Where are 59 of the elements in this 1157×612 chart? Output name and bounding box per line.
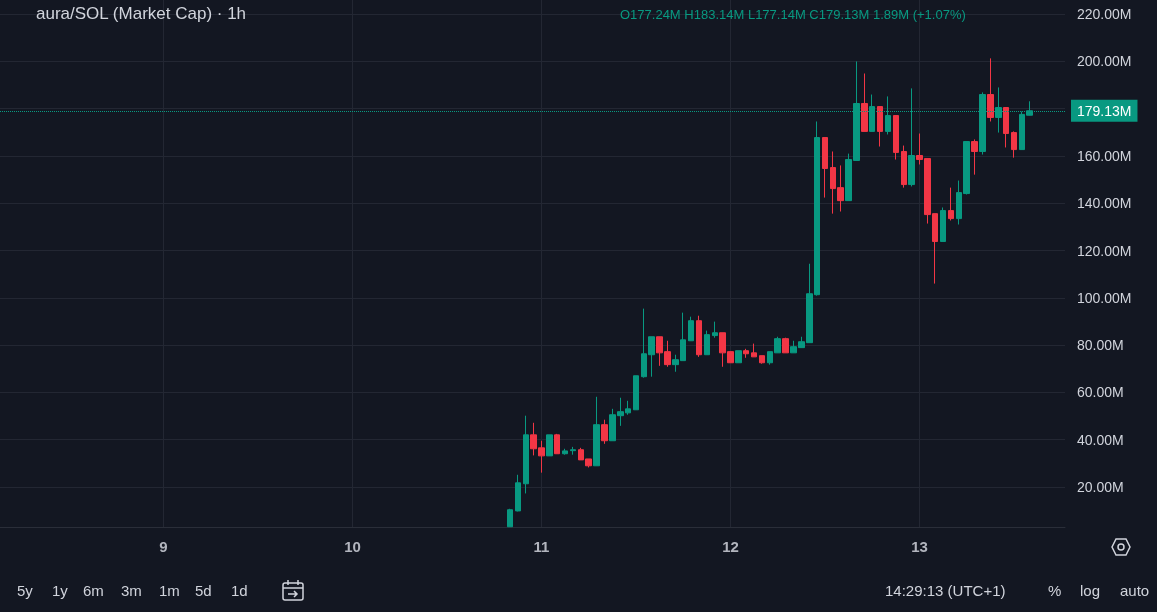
candlestick <box>507 508 513 528</box>
candlestick <box>546 434 553 457</box>
text: 1d <box>231 582 248 599</box>
candlestick <box>523 415 529 494</box>
candlestick <box>987 57 994 122</box>
ref-line-label: 179.13M <box>1077 102 1132 119</box>
candlestick <box>743 348 749 359</box>
candlestick <box>1011 130 1017 159</box>
x-tick-label: 9 <box>159 538 168 555</box>
y-tick-label: 40.00M <box>1077 431 1124 448</box>
text: 1y <box>52 582 68 599</box>
candlestick <box>940 206 946 243</box>
x-tick-label: 13 <box>911 538 928 555</box>
x-tick-label: 12 <box>722 538 739 555</box>
y-tick-label: 120.00M <box>1077 242 1132 259</box>
text: 14:29:13 (UTC+1) <box>885 582 1006 599</box>
text: 3m <box>121 582 142 599</box>
candlestick <box>893 115 899 161</box>
candlestick <box>696 315 702 358</box>
candlestick <box>704 330 710 356</box>
candlestick <box>570 446 576 456</box>
candlestick <box>601 419 608 445</box>
candlestick <box>901 145 907 189</box>
chart-title: aura/SOL (Market Cap) · 1h <box>36 4 247 24</box>
y-tick-label: 20.00M <box>1077 478 1124 495</box>
y-tick-label: 140.00M <box>1077 195 1132 212</box>
y-tick-label: 220.00M <box>1077 6 1132 23</box>
candlestick <box>948 187 954 221</box>
candlestick <box>1003 107 1009 148</box>
x-tick-label: 11 <box>533 538 550 555</box>
y-tick-label: 200.00M <box>1077 53 1132 70</box>
text: 5d <box>195 582 212 599</box>
candlestick <box>554 433 560 455</box>
candlestick <box>735 350 742 364</box>
candlestick <box>688 316 694 342</box>
candlestick <box>751 343 757 358</box>
candlestick <box>593 396 600 467</box>
y-tick-label: 160.00M <box>1077 147 1132 164</box>
y-tick-label: 100.00M <box>1077 289 1132 306</box>
candlestick <box>782 337 789 354</box>
candlestick <box>877 106 883 148</box>
text: 5y <box>17 582 33 599</box>
y-tick-label: 80.00M <box>1077 337 1124 354</box>
text: log <box>1080 582 1101 599</box>
candlestick <box>822 137 828 199</box>
text: 6m <box>83 582 104 599</box>
candlestick <box>759 355 765 365</box>
candlestick <box>515 474 521 512</box>
y-tick-label: 60.00M <box>1077 384 1124 401</box>
x-tick-label: 10 <box>344 538 361 555</box>
text: O177.24M H183.14M L177.14M C179.13M 1.89M (+1.07%) <box>620 7 966 22</box>
candlestick <box>971 138 978 176</box>
candlestick <box>861 73 868 132</box>
text: auto <box>1120 582 1150 599</box>
candlestick <box>633 375 639 411</box>
text: 1m <box>159 582 180 599</box>
candlestick <box>712 321 718 339</box>
candlestick <box>562 448 568 456</box>
text: % <box>1048 582 1062 599</box>
